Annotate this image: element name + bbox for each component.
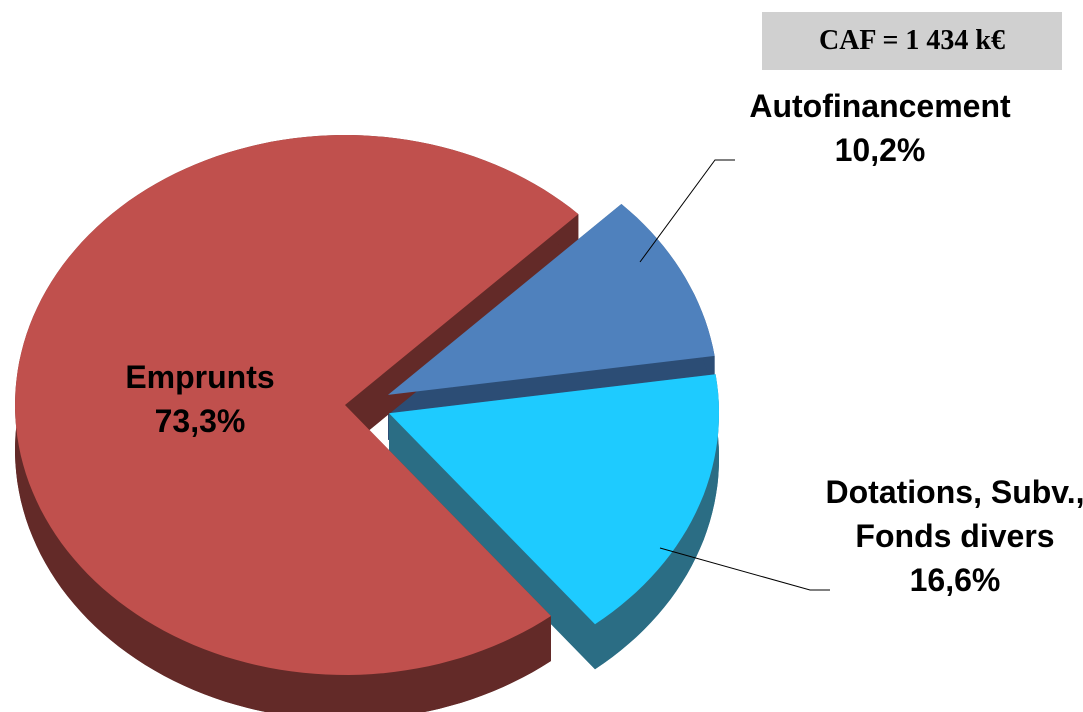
leader-line — [659, 547, 830, 591]
slice-edge — [389, 413, 595, 670]
category-label: Emprunts — [125, 359, 275, 395]
leader-line — [639, 159, 735, 263]
slice-side — [595, 374, 719, 670]
value-label: 10,2% — [834, 132, 926, 168]
slice-label: Dotations, Subv., Fonds divers 16,6% — [815, 470, 1083, 602]
slice-label: Autofinancement 10,2% — [740, 84, 1020, 172]
value-label: 73,3% — [154, 403, 246, 439]
category-label: Autofinancement — [749, 88, 1011, 124]
pie-slice — [388, 204, 715, 395]
annotation: CAF = 1 434 k€ — [762, 12, 1062, 70]
value-label: 16,6% — [909, 562, 1001, 598]
pie-slice — [15, 135, 579, 675]
category-label: Dotations, Subv., Fonds divers — [825, 474, 1083, 554]
slice-label: Emprunts 73,3% — [60, 355, 340, 443]
pie-slice — [389, 374, 719, 625]
